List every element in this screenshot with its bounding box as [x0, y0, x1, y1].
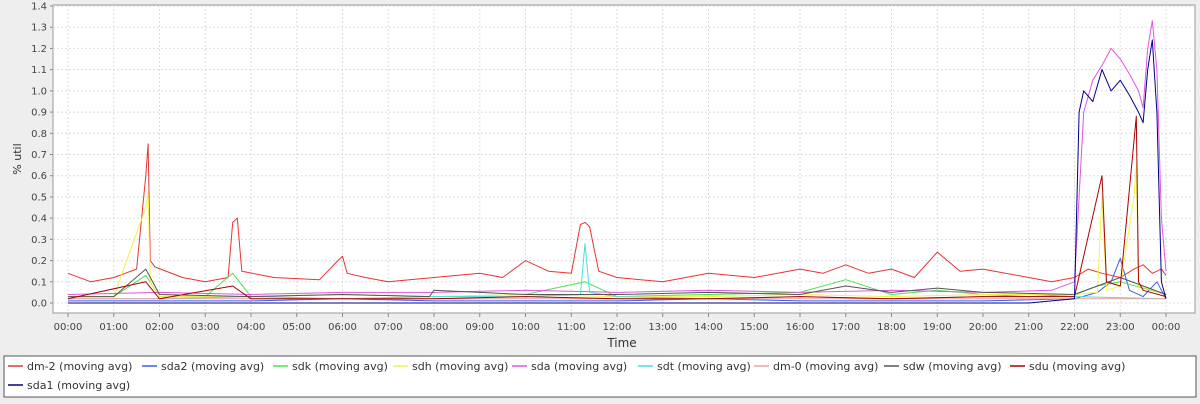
- series-layer: [67, 20, 1167, 304]
- y-tick-label: 1.0: [31, 86, 47, 97]
- y-tick-label: 1.1: [31, 65, 47, 76]
- x-tick-label: 03:00: [191, 322, 220, 333]
- y-tick-label: 1.3: [31, 23, 47, 34]
- y-tick-label: 1.2: [31, 44, 47, 55]
- legend-entry: sdu (moving avg): [1029, 360, 1125, 373]
- series-line-7: [68, 268, 1167, 298]
- x-tick-label: 06:00: [328, 322, 357, 333]
- x-tick-label: 15:00: [740, 322, 769, 333]
- x-tick-label: 05:00: [282, 322, 311, 333]
- x-tick-label: 07:00: [374, 322, 403, 333]
- y-tick-label: 0.3: [31, 235, 47, 246]
- x-tick-label: 14:00: [694, 322, 723, 333]
- x-tick-label: 23:00: [1106, 322, 1135, 333]
- x-tick-label: 16:00: [786, 322, 815, 333]
- x-tick-label: 17:00: [831, 322, 860, 333]
- x-tick-label: 22:00: [1060, 322, 1089, 333]
- x-tick-label: 09:00: [465, 322, 494, 333]
- x-tick-label: 20:00: [969, 322, 998, 333]
- legend-box: [3, 355, 1197, 398]
- legend-entry: dm-2 (moving avg): [27, 360, 132, 373]
- legend-entry: sda1 (moving avg): [27, 379, 130, 392]
- legend-entry: sda2 (moving avg): [161, 360, 264, 373]
- x-tick-label: 00:00: [1152, 322, 1181, 333]
- y-tick-label: 0.9: [31, 108, 47, 119]
- x-tick-label: 00:00: [54, 322, 83, 333]
- y-tick-label: 0.2: [31, 256, 47, 267]
- y-tick-label: 0.0: [31, 299, 47, 310]
- x-tick-label: 02:00: [145, 322, 174, 333]
- legend-entry: sdk (moving avg): [292, 360, 388, 373]
- y-tick-label: 0.7: [31, 150, 47, 161]
- x-tick-label: 01:00: [99, 322, 128, 333]
- legend-entry: sdh (moving avg): [412, 360, 508, 373]
- x-tick-label: 18:00: [877, 322, 906, 333]
- x-tick-label: 08:00: [420, 322, 449, 333]
- plot-area: [52, 4, 1196, 314]
- legend-entry: sda (moving avg): [531, 360, 627, 373]
- y-tick-label: 0.1: [31, 277, 47, 288]
- y-tick-label: 0.8: [31, 129, 47, 140]
- y-tick-label: 0.5: [31, 192, 47, 203]
- series-line-9: [68, 39, 1167, 304]
- grid: [53, 5, 1195, 313]
- legend-entry: sdw (moving avg): [903, 360, 1001, 373]
- x-axis-label: Time: [606, 336, 636, 350]
- x-tick-label: 12:00: [603, 322, 632, 333]
- y-axis-label: % util: [11, 143, 24, 174]
- x-tick-label: 13:00: [648, 322, 677, 333]
- x-tick-label: 21:00: [1014, 322, 1043, 333]
- series-line-8: [67, 115, 1167, 300]
- x-tick-label: 19:00: [923, 322, 952, 333]
- x-tick-label: 11:00: [557, 322, 586, 333]
- legend-entry: dm-0 (moving avg): [773, 360, 878, 373]
- y-tick-label: 0.4: [31, 214, 47, 225]
- series-line-0: [67, 143, 1167, 283]
- y-tick-label: 0.6: [31, 171, 47, 182]
- legend-entry: sdt (moving avg): [657, 360, 751, 373]
- legend: dm-2 (moving avg) sda2 (moving avg) sdk (m…: [8, 360, 1125, 392]
- axes: 0.0 0.1 0.2 0.3 0.4 0.5 0.6 0.7 0.8 0.9 1.0 1.1 1.2 1…: [31, 2, 1180, 334]
- x-tick-label: 04:00: [237, 322, 266, 333]
- x-tick-label: 10:00: [511, 322, 540, 333]
- y-tick-label: 1.4: [31, 2, 47, 13]
